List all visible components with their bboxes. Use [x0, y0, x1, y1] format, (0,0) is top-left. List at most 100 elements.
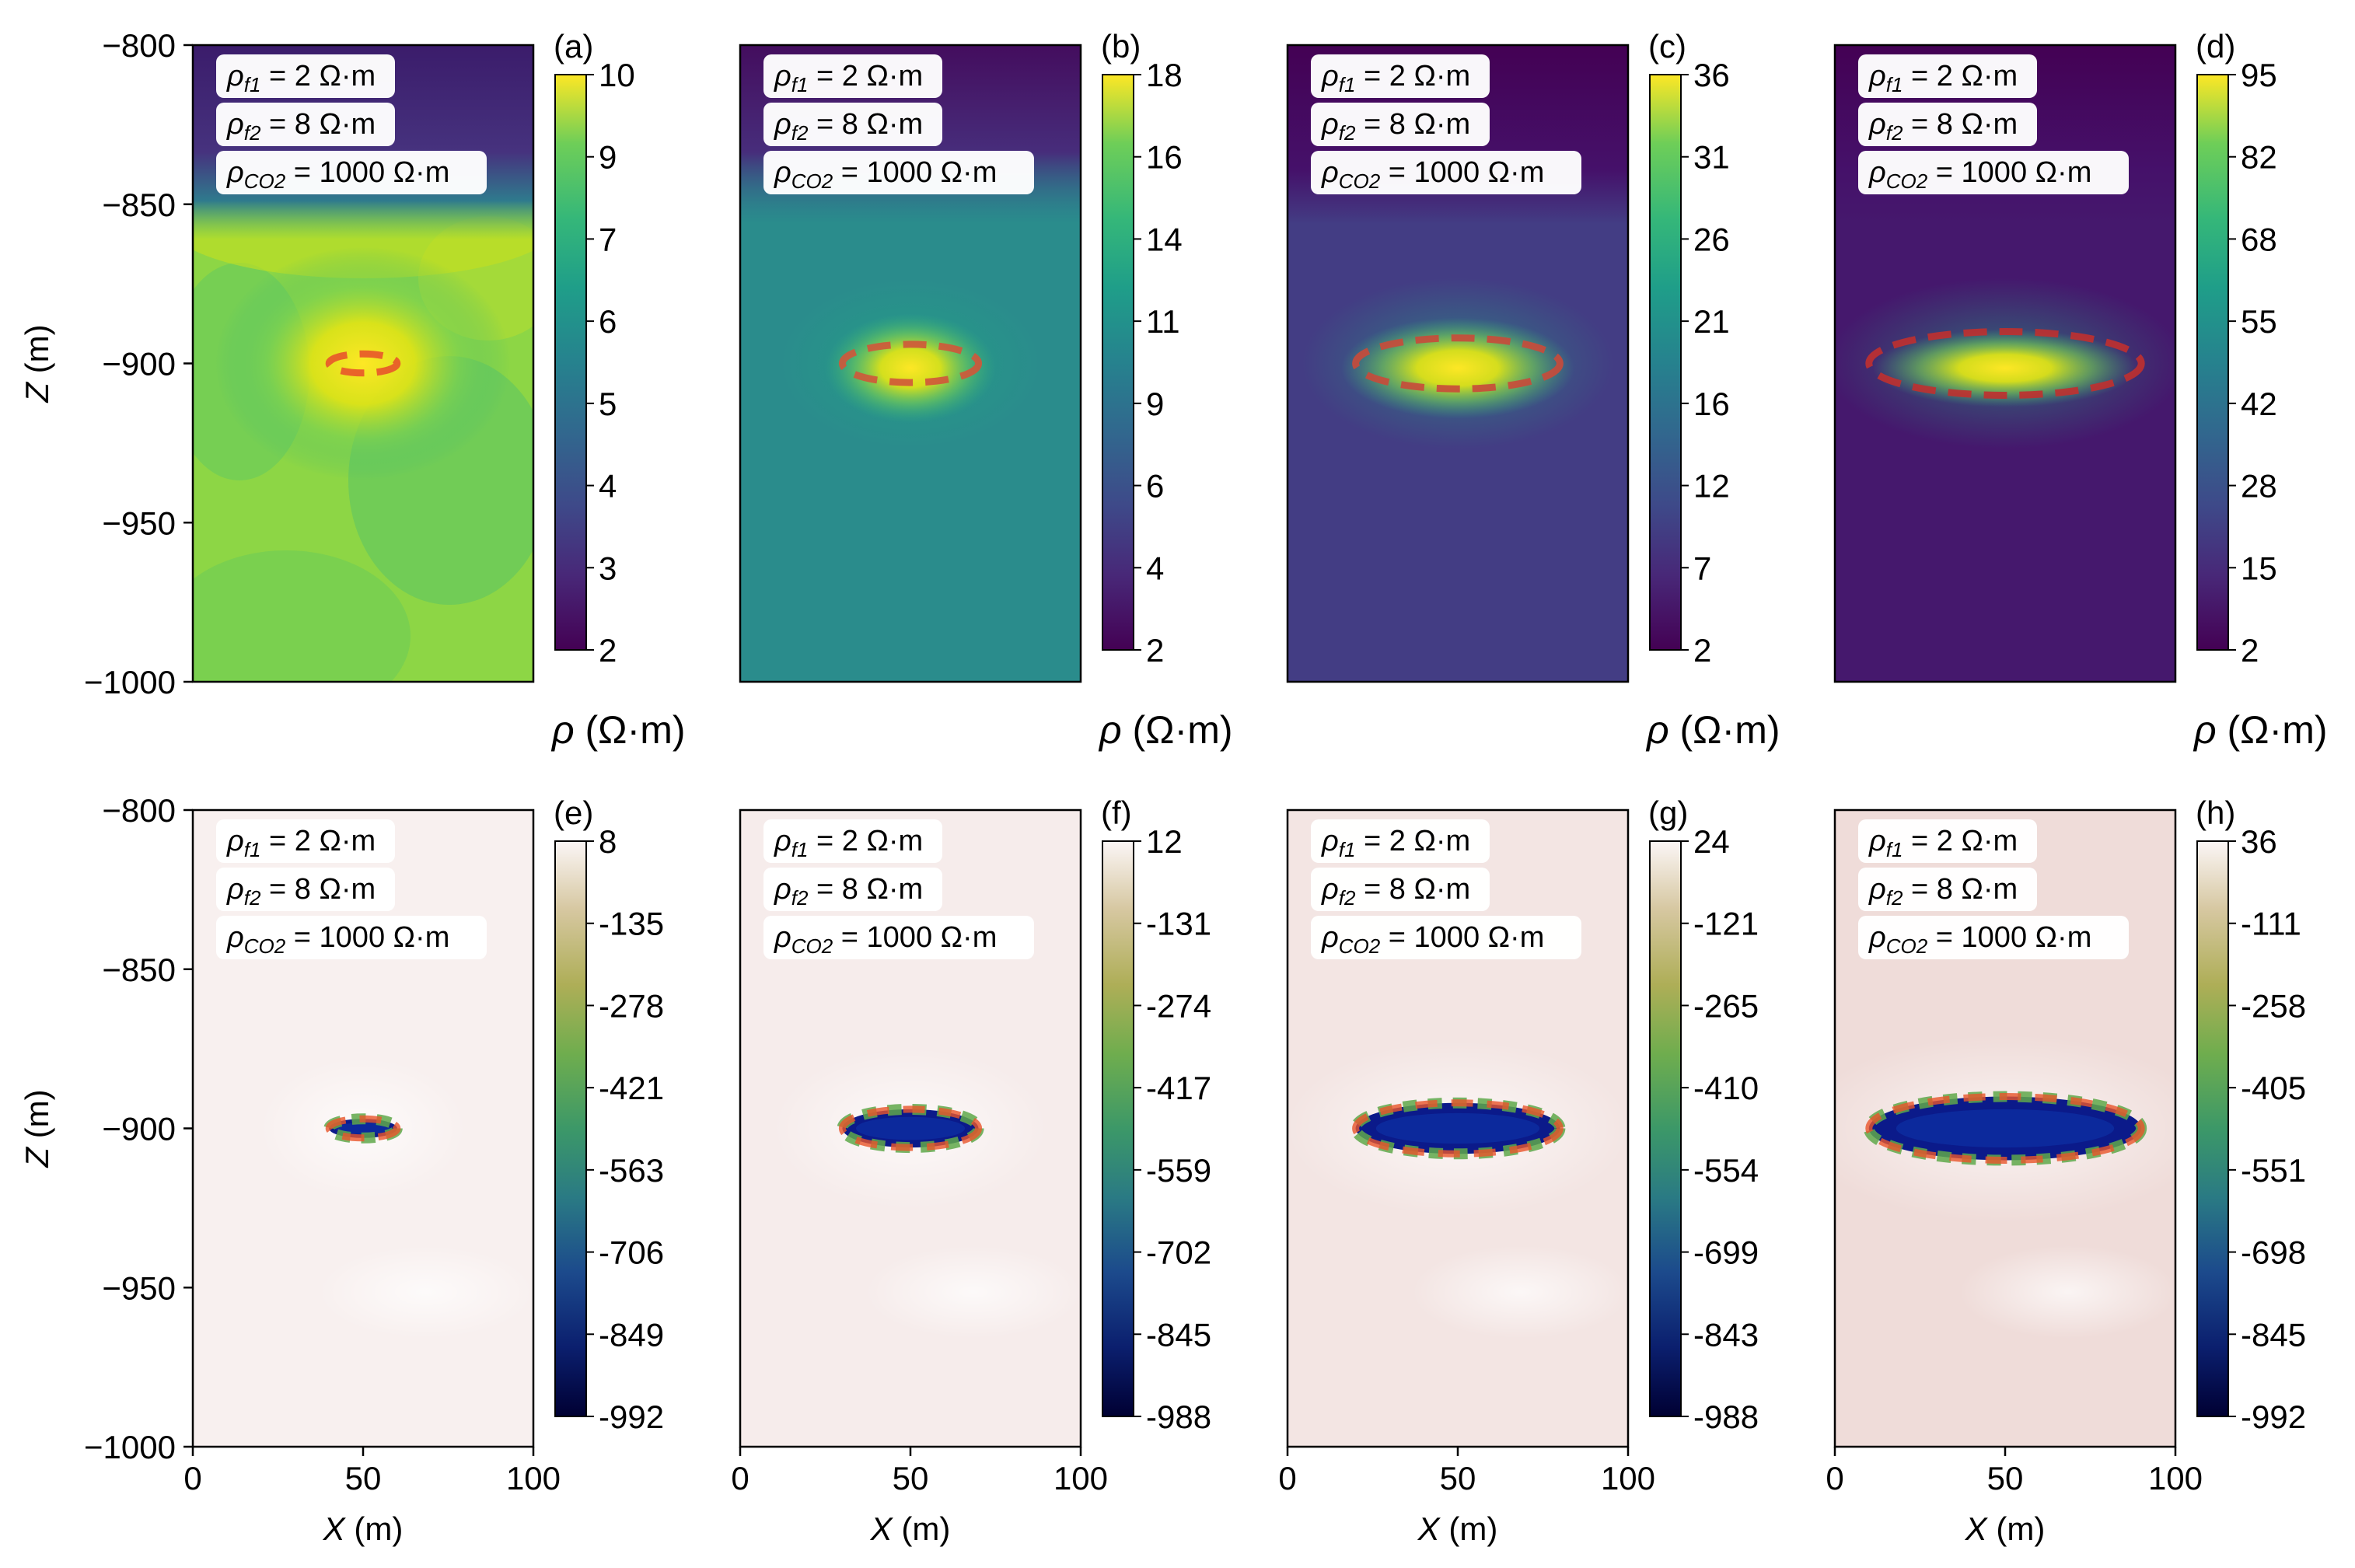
colorbar-tick-label: 7 — [599, 221, 617, 257]
annotation-bg — [1311, 868, 1490, 911]
background-patch — [1412, 1245, 1628, 1339]
annotation-text: ρf2 = 8 Ω·m — [226, 108, 376, 145]
annotation-text: ρf2 = 8 Ω·m — [1321, 873, 1470, 910]
annotation-bg — [1858, 868, 2037, 911]
colorbar-tick-label: 31 — [1693, 139, 1730, 176]
panel-h: ρf1 = 2 Ω·m ρf2 = 8 Ω·m ρCO2 = 1000 Ω·m 0 50… — [1826, 794, 2306, 1547]
panel-label: (e) — [554, 794, 593, 831]
annotation-text: ρf1 = 2 Ω·m — [1868, 60, 2018, 96]
annotation-box: ρf1 = 2 Ω·m ρf2 = 8 Ω·m ρCO2 = 1000 Ω·m — [1858, 54, 2129, 194]
colorbar-tick-label: 10 — [599, 57, 635, 93]
panel-d: ρf1 = 2 Ω·m ρf2 = 8 Ω·m ρCO2 = 1000 Ω·m 95 8… — [1833, 28, 2328, 752]
colorbar — [1102, 840, 1134, 1417]
annotation-bg — [763, 103, 942, 146]
colorbar-tick-label: 11 — [1146, 303, 1180, 340]
colorbar-tick-label: 24 — [1693, 823, 1730, 860]
colorbar-tick-label: -706 — [599, 1234, 664, 1271]
annotation-text: ρf2 = 8 Ω·m — [774, 873, 923, 910]
colorbar-tick-label: 36 — [1693, 57, 1730, 93]
colorbar-tick-label: -554 — [1693, 1152, 1759, 1189]
y-tick-label: −1000 — [84, 1429, 176, 1465]
y-tick-label: −900 — [102, 346, 176, 382]
colorbar-tick-label: -988 — [1146, 1399, 1211, 1435]
colorbar-tick-label: 82 — [2241, 139, 2277, 176]
colorbar-tick-label: 2 — [2241, 632, 2259, 669]
colorbar-tick-label: 2 — [1693, 632, 1711, 669]
panel-g: ρf1 = 2 Ω·m ρf2 = 8 Ω·m ρCO2 = 1000 Ω·m 0 50… — [1278, 794, 1759, 1547]
anomaly-inner — [1896, 1109, 2115, 1148]
colorbar-tick-label: -849 — [599, 1316, 664, 1353]
colorbar — [2196, 74, 2229, 651]
y-axis-label: Z (m) — [19, 324, 55, 403]
colorbar-tick-label: 42 — [2241, 386, 2277, 422]
x-tick-label: 50 — [1987, 1460, 2024, 1496]
colorbar-tick-label: -551 — [2241, 1152, 2306, 1189]
annotation-bg — [1311, 103, 1490, 146]
annotation-box: ρf1 = 2 Ω·m ρf2 = 8 Ω·m ρCO2 = 1000 Ω·m — [1858, 819, 2129, 959]
colorbar-tick-label: 7 — [1693, 550, 1711, 586]
colorbar-tick-label: -845 — [2241, 1316, 2306, 1353]
colorbar-tick-label: 12 — [1693, 468, 1730, 505]
annotation-bg — [216, 54, 395, 98]
annotation-bg — [216, 819, 395, 863]
y-tick-label: −900 — [102, 1111, 176, 1147]
annotation-bg — [1858, 54, 2037, 98]
colorbar-tick-label: 8 — [599, 823, 617, 860]
annotation-text: ρCO2 = 1000 Ω·m — [226, 156, 449, 193]
x-tick-label: 0 — [1278, 1460, 1296, 1496]
annotation-bg — [1311, 916, 1581, 959]
colorbar-tick-label: 6 — [599, 303, 617, 340]
colorbar-tick-label: 9 — [599, 139, 617, 176]
colorbar-title: ρ (Ω·m) — [550, 708, 686, 752]
colorbar-tick-label: -278 — [599, 987, 664, 1024]
colorbar-tick-label: -702 — [1146, 1234, 1211, 1271]
colorbar — [1649, 74, 1682, 651]
x-tick-label: 100 — [2148, 1460, 2203, 1496]
colorbar-tick-label: 68 — [2241, 221, 2277, 257]
y-axis-label: Z (m) — [19, 1089, 55, 1168]
colorbar-tick-label: 55 — [2241, 303, 2277, 340]
annotation-bg — [1858, 916, 2129, 959]
annotation-text: ρf1 = 2 Ω·m — [1321, 825, 1470, 861]
colorbar — [1102, 74, 1134, 651]
panel-c: ρf1 = 2 Ω·m ρf2 = 8 Ω·m ρCO2 = 1000 Ω·m 36 3… — [1286, 28, 1780, 752]
annotation-text: ρCO2 = 1000 Ω·m — [1868, 156, 2091, 193]
x-tick-label: 100 — [1053, 1460, 1108, 1496]
panel-b: ρf1 = 2 Ω·m ρf2 = 8 Ω·m ρCO2 = 1000 Ω·m 18 1… — [739, 28, 1233, 752]
anomaly-inner — [335, 1123, 391, 1134]
annotation-bg — [763, 54, 942, 98]
x-tick-label: 100 — [1601, 1460, 1655, 1496]
colorbar-tick-label: 4 — [599, 468, 617, 505]
annotation-bg — [763, 868, 942, 911]
colorbar-tick-label: 2 — [599, 632, 617, 669]
annotation-text: ρf2 = 8 Ω·m — [226, 873, 376, 910]
panel-label: (h) — [2196, 794, 2235, 831]
annotation-text: ρf1 = 2 Ω·m — [1321, 60, 1470, 96]
panel-label: (b) — [1101, 28, 1141, 65]
colorbar-title: ρ (Ω·m) — [1645, 708, 1780, 752]
colorbar-tick-label: -699 — [1693, 1234, 1759, 1271]
x-tick-label: 0 — [1826, 1460, 1843, 1496]
co2-boundary-ellipse — [1352, 334, 1564, 393]
colorbar-tick-label: 2 — [1146, 632, 1164, 669]
y-tick-label: −950 — [102, 505, 176, 541]
background-patch — [1959, 1245, 2175, 1339]
annotation-bg — [216, 916, 487, 959]
annotation-text: ρf2 = 8 Ω·m — [1868, 873, 2018, 910]
annotation-bg — [216, 103, 395, 146]
background-patch — [865, 1245, 1081, 1339]
field-patch — [193, 550, 411, 682]
colorbar-tick-label: -988 — [1693, 1399, 1759, 1435]
annotation-box: ρf1 = 2 Ω·m ρf2 = 8 Ω·m ρCO2 = 1000 Ω·m — [1311, 819, 1581, 959]
y-tick-label: −850 — [102, 952, 176, 988]
anomaly-glow — [1341, 317, 1574, 419]
annotation-text: ρCO2 = 1000 Ω·m — [1321, 921, 1544, 958]
colorbar — [554, 74, 587, 651]
panel-label: (a) — [554, 28, 593, 65]
anomaly-glow — [825, 313, 996, 423]
colorbar-tick-label: -135 — [599, 906, 664, 942]
colorbar — [2196, 840, 2229, 1417]
annotation-box: ρf1 = 2 Ω·m ρf2 = 8 Ω·m ρCO2 = 1000 Ω·m — [1311, 54, 1581, 194]
annotation-bg — [216, 868, 395, 911]
annotation-text: ρf1 = 2 Ω·m — [1868, 825, 2018, 861]
